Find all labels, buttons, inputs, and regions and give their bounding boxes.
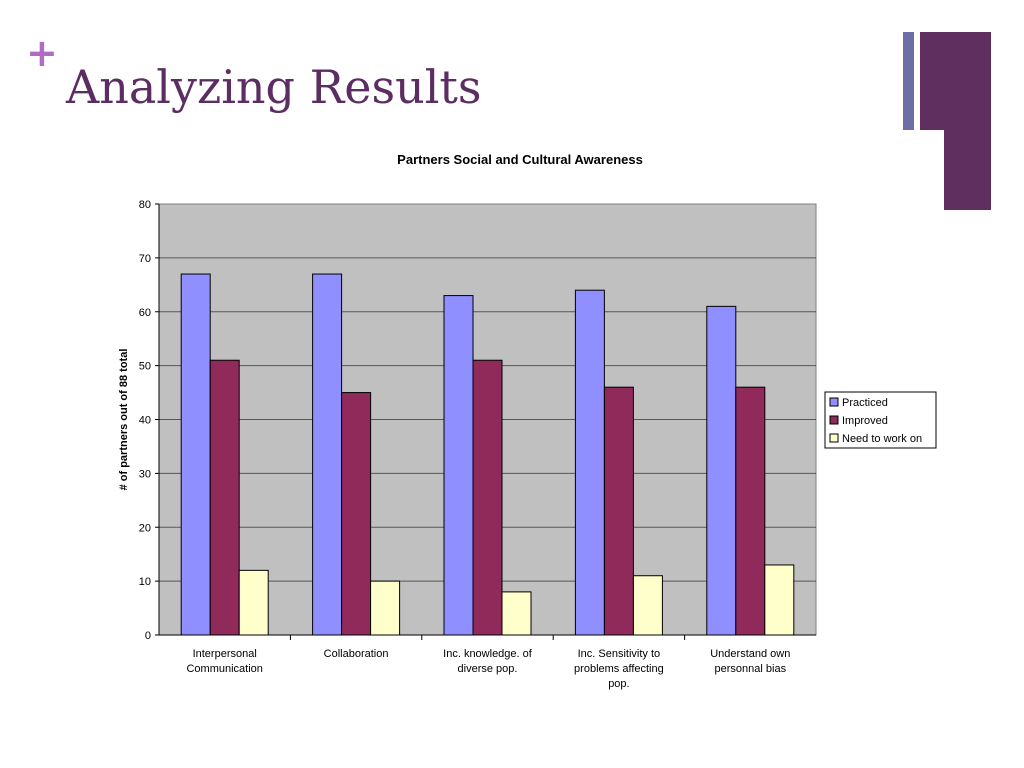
y-tick-label: 80 bbox=[139, 199, 151, 211]
bar bbox=[735, 386, 766, 636]
plus-icon: + bbox=[26, 31, 58, 75]
y-tick-label: 70 bbox=[139, 253, 151, 265]
x-tick-label: Understand own personnal bias bbox=[710, 648, 790, 675]
bar bbox=[603, 386, 634, 636]
y-tick-label: 20 bbox=[139, 522, 151, 534]
plot-area: 0 10 20 30 40 50 60 70 80 Interpersonal Communicat… bbox=[139, 199, 817, 690]
y-tick-label: 60 bbox=[139, 307, 151, 319]
x-tick-label: Interpersonal Communication bbox=[186, 648, 262, 675]
legend-label: Practiced bbox=[842, 397, 888, 409]
bar bbox=[632, 575, 663, 636]
decorative-block-bottom bbox=[944, 130, 991, 210]
y-axis-label: # of partners out of 88 total bbox=[118, 349, 130, 491]
legend-swatch bbox=[829, 433, 839, 443]
y-tick-label: 50 bbox=[139, 361, 151, 373]
x-tick-label: Inc. knowledge. of diverse pop. bbox=[443, 648, 533, 675]
legend-box bbox=[824, 391, 937, 449]
legend-swatch bbox=[829, 397, 839, 407]
bar bbox=[574, 289, 605, 636]
bar bbox=[341, 392, 372, 636]
bar bbox=[706, 305, 737, 636]
chart-title: Partners Social and Cultural Awareness bbox=[397, 152, 643, 167]
legend: Practiced Improved Need to work on bbox=[824, 391, 937, 449]
y-tick-label: 10 bbox=[139, 576, 151, 588]
legend-label: Need to work on bbox=[842, 433, 922, 445]
bar bbox=[764, 564, 795, 636]
bar bbox=[209, 359, 240, 636]
bar bbox=[370, 580, 401, 636]
y-tick-label: 40 bbox=[139, 415, 151, 427]
x-tick-label: Collaboration bbox=[324, 648, 389, 660]
decorative-block-top bbox=[920, 32, 991, 130]
y-tick-label: 0 bbox=[145, 630, 151, 642]
bar bbox=[312, 273, 343, 636]
legend-label: Improved bbox=[842, 415, 888, 427]
slide-title: Analyzing Results bbox=[66, 60, 482, 114]
x-tick-label: Inc. Sensitivity to problems affecting pop… bbox=[574, 648, 664, 690]
y-tick-label: 30 bbox=[139, 468, 151, 480]
legend-swatch bbox=[829, 415, 839, 425]
decorative-bar-thin bbox=[903, 32, 914, 130]
bar bbox=[443, 295, 474, 636]
bar bbox=[180, 273, 211, 636]
bar bbox=[472, 359, 503, 636]
bar bbox=[238, 569, 269, 636]
bar bbox=[501, 591, 532, 636]
